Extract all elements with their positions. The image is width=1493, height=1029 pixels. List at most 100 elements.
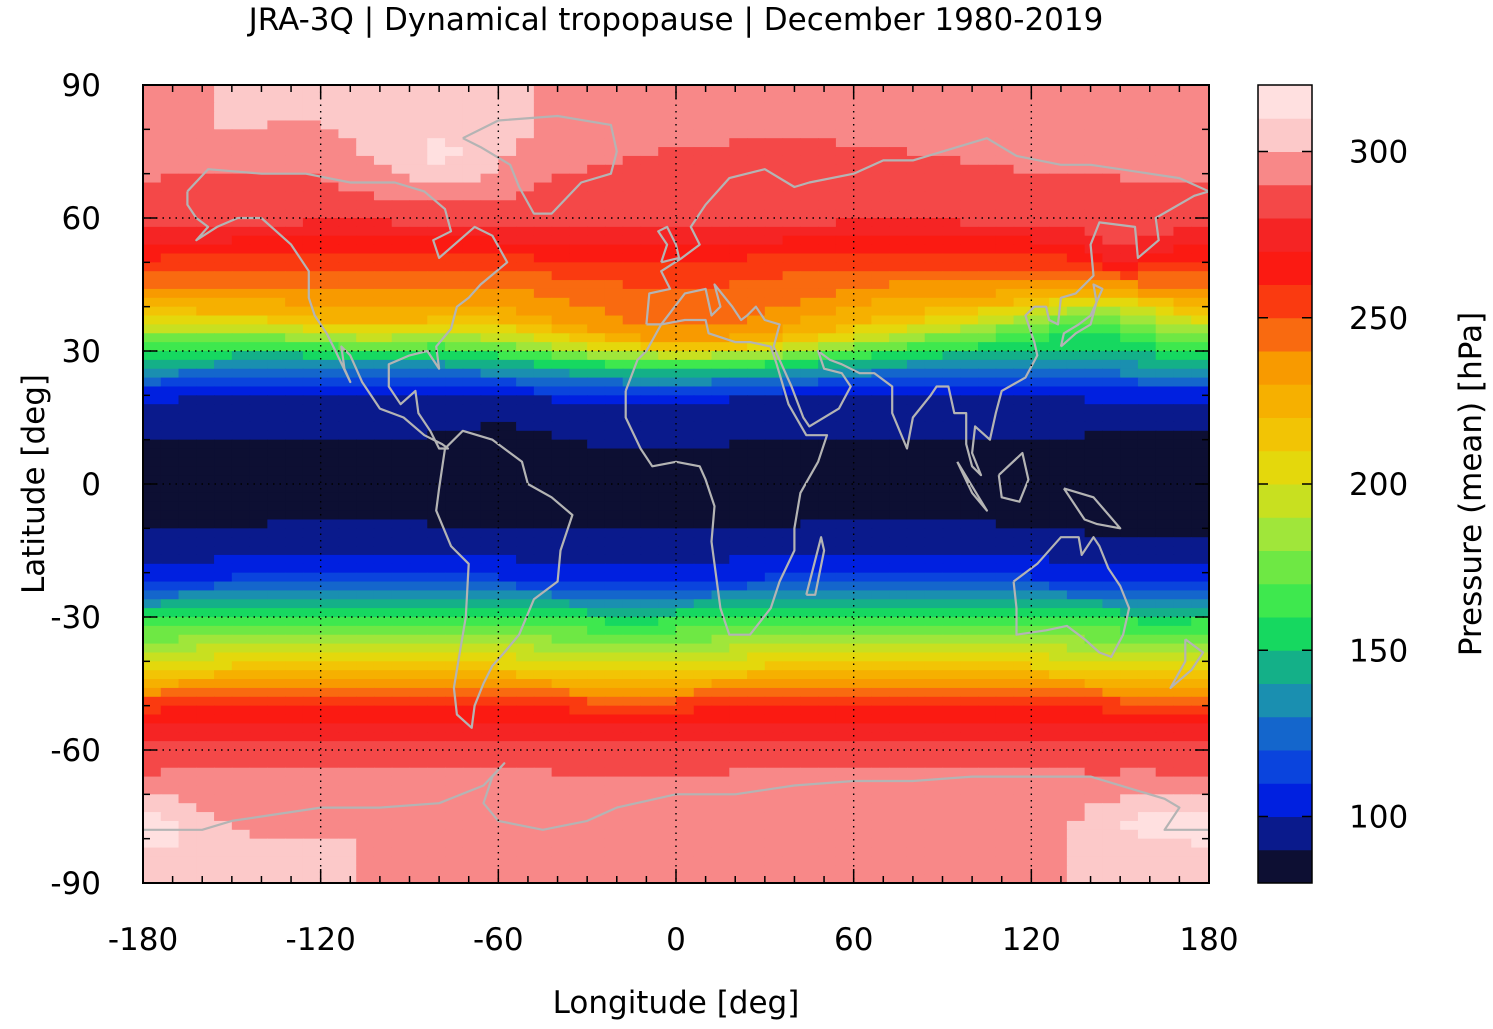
field-cell	[676, 280, 695, 290]
field-cell	[427, 182, 446, 192]
field-cell	[569, 741, 588, 751]
field-cell	[871, 617, 890, 627]
field-cell	[1031, 200, 1050, 210]
field-cell	[267, 634, 286, 645]
field-cell	[1013, 652, 1032, 662]
field-cell	[1155, 85, 1175, 95]
field-cell	[178, 812, 197, 822]
field-cell	[693, 448, 713, 458]
field-cell	[711, 430, 730, 441]
field-cell	[1155, 758, 1175, 769]
field-cell	[782, 776, 801, 787]
field-cell	[640, 705, 659, 716]
field-cell	[978, 643, 997, 654]
field-cell	[267, 661, 286, 671]
field-cell	[249, 625, 268, 636]
field-cell	[285, 563, 304, 574]
field-cell	[871, 359, 890, 370]
field-cell	[942, 218, 961, 228]
field-cell	[391, 758, 411, 769]
field-cell	[1120, 812, 1139, 822]
field-cell	[853, 581, 873, 591]
field-cell	[391, 244, 411, 255]
field-cell	[1013, 439, 1032, 450]
field-cell	[747, 342, 766, 352]
field-cell	[356, 634, 375, 645]
field-cell	[373, 120, 393, 130]
field-cell	[285, 528, 304, 538]
field-cell	[267, 448, 286, 458]
field-cell	[373, 537, 393, 547]
field-cell	[480, 404, 499, 414]
field-cell	[622, 643, 642, 654]
field-cell	[533, 758, 553, 769]
field-cell	[764, 377, 784, 388]
field-cell	[533, 439, 553, 450]
field-cell	[391, 235, 411, 246]
field-cell	[871, 812, 890, 822]
field-cell	[551, 324, 570, 334]
field-cell	[409, 608, 428, 618]
field-cell	[1137, 652, 1157, 662]
field-cell	[1137, 271, 1157, 281]
field-cell	[1102, 492, 1121, 503]
field-cell	[551, 430, 570, 441]
field-cell	[729, 386, 748, 396]
field-cell	[764, 634, 784, 645]
field-cell	[267, 554, 286, 565]
field-cell	[498, 767, 517, 778]
field-cell	[480, 625, 499, 636]
field-cell	[818, 200, 837, 210]
field-cell	[871, 466, 890, 476]
field-cell	[640, 528, 659, 538]
field-cell	[995, 102, 1015, 113]
field-cell	[604, 466, 624, 476]
field-cell	[320, 687, 340, 698]
field-cell	[427, 617, 446, 627]
field-cell	[1031, 421, 1050, 432]
field-cell	[924, 342, 944, 352]
field-cell	[516, 235, 535, 246]
field-cell	[729, 608, 748, 618]
field-cell	[285, 581, 304, 591]
field-cell	[214, 723, 233, 733]
field-cell	[1084, 652, 1103, 662]
field-cell	[338, 546, 357, 556]
field-cell	[1155, 138, 1175, 148]
field-cell	[995, 670, 1015, 680]
field-cell	[338, 200, 357, 210]
field-cell	[729, 750, 748, 760]
field-cell	[711, 271, 730, 281]
field-cell	[267, 324, 286, 334]
field-cell	[942, 297, 961, 308]
field-cell	[711, 395, 730, 405]
field-cell	[871, 280, 890, 290]
field-cell	[1066, 812, 1086, 822]
field-cell	[995, 226, 1015, 237]
field-cell	[285, 262, 304, 272]
field-cell	[800, 271, 819, 281]
field-cell	[1066, 696, 1086, 707]
field-cell	[516, 501, 535, 512]
field-cell	[196, 519, 215, 529]
field-cell	[747, 741, 766, 751]
field-cell	[409, 457, 428, 467]
field-cell	[143, 377, 162, 388]
field-cell	[871, 794, 890, 804]
field-cell	[249, 191, 268, 201]
field-cell	[551, 306, 570, 317]
field-cell	[782, 803, 801, 813]
field-cell	[409, 679, 428, 689]
field-cell	[249, 484, 268, 494]
field-cell	[693, 475, 713, 485]
field-cell	[764, 324, 784, 334]
field-cell	[196, 510, 215, 521]
field-cell	[373, 785, 393, 795]
field-cell	[373, 93, 393, 104]
field-cell	[711, 732, 730, 742]
field-cell	[622, 333, 642, 343]
field-cell	[1120, 430, 1139, 441]
field-cell	[995, 750, 1015, 760]
field-cell	[942, 368, 961, 379]
field-cell	[338, 271, 357, 281]
